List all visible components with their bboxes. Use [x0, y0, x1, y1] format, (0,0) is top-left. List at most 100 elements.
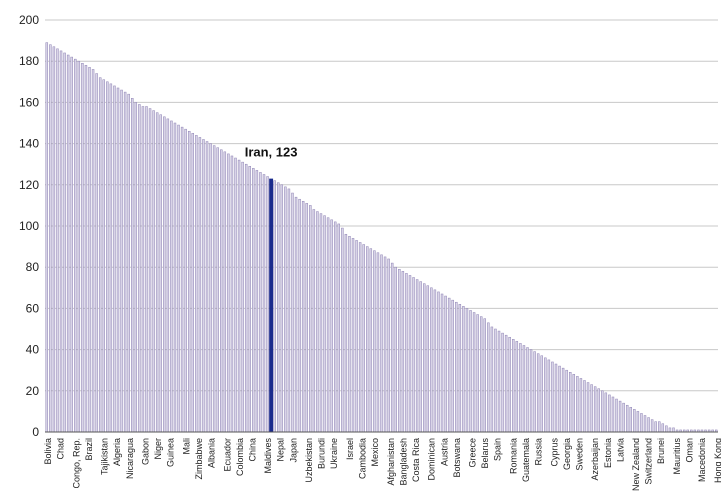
bar-167	[640, 413, 643, 433]
bar-154	[593, 386, 597, 433]
bar-171	[654, 421, 657, 433]
bar-32	[159, 114, 162, 433]
y-tick-label-80: 80	[26, 260, 40, 274]
bar-160	[615, 398, 618, 433]
bar-170	[650, 419, 654, 433]
bar-69	[291, 192, 294, 433]
bar-18	[109, 83, 113, 433]
bar-76	[316, 211, 319, 433]
bar-132	[515, 341, 519, 433]
x-tick-label: Bangladesh	[398, 438, 408, 486]
bar-91	[369, 248, 373, 433]
bar-67	[284, 186, 287, 433]
bar-124	[487, 322, 490, 433]
bar-111	[440, 293, 444, 433]
bar-127	[497, 330, 501, 433]
bar-26	[138, 104, 141, 433]
bar-125	[490, 326, 494, 433]
bar-85	[348, 236, 351, 433]
x-tick-label: Russia	[534, 438, 544, 466]
bar-102	[408, 275, 412, 433]
bar-118	[465, 308, 469, 433]
x-tick-label: New Zealand	[631, 438, 641, 491]
x-tick-label: Cyprus	[549, 438, 559, 467]
bar-173	[661, 423, 665, 433]
x-tick-label: Ecuador	[222, 438, 232, 472]
x-tick-label: Romania	[508, 438, 518, 474]
bar-165	[633, 409, 636, 433]
x-tick-label: Guatemala	[521, 438, 531, 482]
y-tick-label-140: 140	[19, 137, 39, 151]
bar-11	[84, 65, 88, 433]
bar-151	[583, 380, 586, 433]
bar-19	[113, 85, 116, 433]
bar-143	[554, 363, 558, 433]
bar-110	[437, 291, 440, 433]
bar-24	[131, 98, 134, 433]
x-tick-label: Brazil	[84, 438, 94, 461]
bar-90	[366, 246, 369, 433]
bar-159	[611, 396, 615, 433]
x-tick-label: Israel	[345, 438, 355, 460]
bar-highlight-iran	[269, 178, 274, 432]
x-tick-label: Nicaragua	[125, 438, 135, 479]
bar-117	[462, 306, 465, 433]
bar-114	[451, 299, 454, 433]
bar-34	[166, 118, 170, 433]
bar-60	[259, 172, 262, 433]
x-tick-label: Maldives	[263, 438, 273, 474]
bar-6	[66, 54, 70, 433]
x-tick-label: Belarus	[480, 438, 490, 469]
bar-120	[472, 312, 476, 433]
bar-122	[479, 316, 483, 433]
bar-44	[202, 139, 205, 433]
bar-5	[63, 52, 66, 433]
y-tick-label-0: 0	[32, 425, 39, 439]
bar-97	[390, 262, 394, 433]
bar-129	[504, 334, 508, 433]
bar-95	[383, 256, 387, 433]
bar-175	[668, 427, 672, 433]
bar-100	[401, 271, 405, 433]
bar-3	[56, 48, 59, 433]
bar-137	[533, 351, 536, 433]
bar-82	[337, 223, 340, 433]
bar-112	[444, 295, 447, 433]
bar-163	[625, 404, 629, 433]
bar-15	[98, 77, 102, 433]
bar-46	[209, 143, 212, 433]
bar-88	[358, 242, 362, 433]
x-tick-label: Chad	[56, 438, 66, 460]
bar-156	[601, 390, 604, 433]
bar-45	[205, 141, 209, 433]
bar-147	[568, 372, 572, 433]
bar-134	[522, 345, 526, 433]
bar-59	[255, 170, 259, 433]
bar-9	[77, 60, 81, 433]
x-tick-label: Brunei	[656, 438, 666, 464]
bar-148	[572, 374, 576, 433]
x-tick-label: Macedonia	[697, 438, 707, 482]
bar-2	[52, 46, 56, 433]
bar-141	[547, 359, 551, 433]
bar-52	[230, 155, 234, 433]
bar-12	[88, 67, 91, 433]
bar-37	[177, 124, 180, 433]
bar-172	[658, 421, 661, 433]
bar-155	[597, 388, 600, 433]
bars	[45, 42, 718, 433]
x-tick-label: Georgia	[562, 438, 572, 470]
bar-38	[180, 126, 184, 433]
bar-116	[458, 304, 462, 433]
x-tick-label: Austria	[439, 438, 449, 466]
bar-22	[123, 91, 127, 433]
bar-28	[145, 106, 148, 433]
x-tick-label: Japan	[288, 438, 298, 463]
x-tick-label: Oman	[685, 438, 695, 463]
bar-25	[134, 102, 138, 433]
bar-20	[116, 87, 120, 433]
y-tick-label-160: 160	[19, 95, 39, 109]
bar-49	[220, 149, 223, 433]
x-tick-label: Greece	[468, 438, 478, 468]
bar-169	[647, 417, 650, 433]
